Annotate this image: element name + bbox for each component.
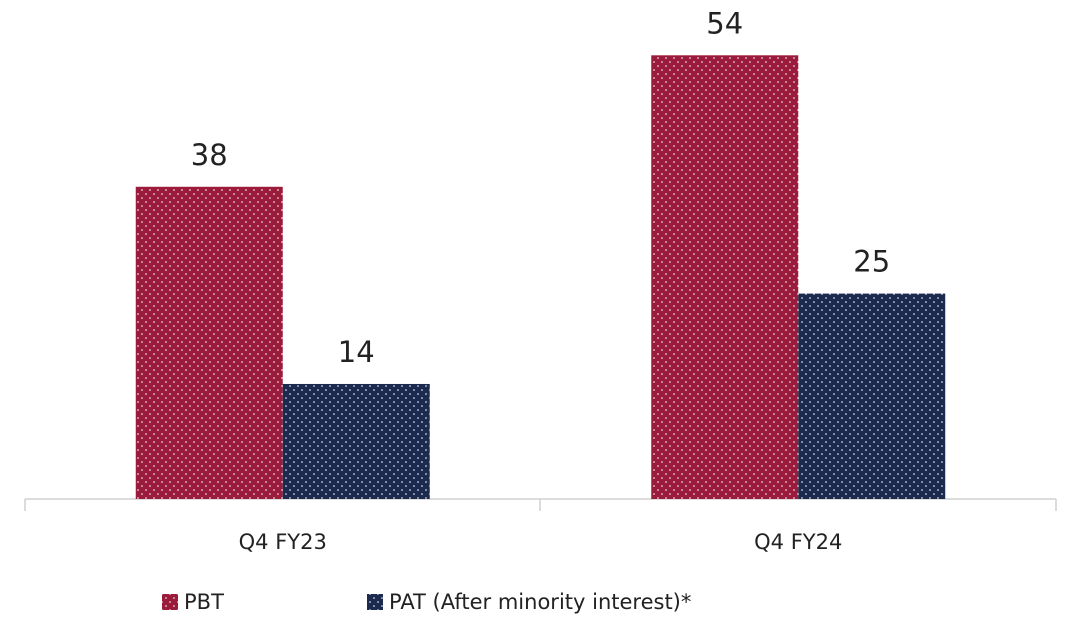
value-label: 25 xyxy=(853,245,890,279)
legend-swatch xyxy=(162,594,178,610)
value-label: 54 xyxy=(706,6,743,40)
x-tick-label: Q4 FY23 xyxy=(239,530,327,554)
bar xyxy=(651,55,799,500)
legend-label: PAT (After minority interest)* xyxy=(389,590,691,614)
bar xyxy=(282,383,430,499)
bar xyxy=(798,293,946,499)
value-label: 14 xyxy=(338,335,375,369)
value-label: 38 xyxy=(191,138,228,172)
legend-swatch xyxy=(367,594,383,610)
bar xyxy=(135,186,283,499)
x-tick-label: Q4 FY24 xyxy=(754,530,842,554)
legend-label: PBT xyxy=(184,590,224,614)
